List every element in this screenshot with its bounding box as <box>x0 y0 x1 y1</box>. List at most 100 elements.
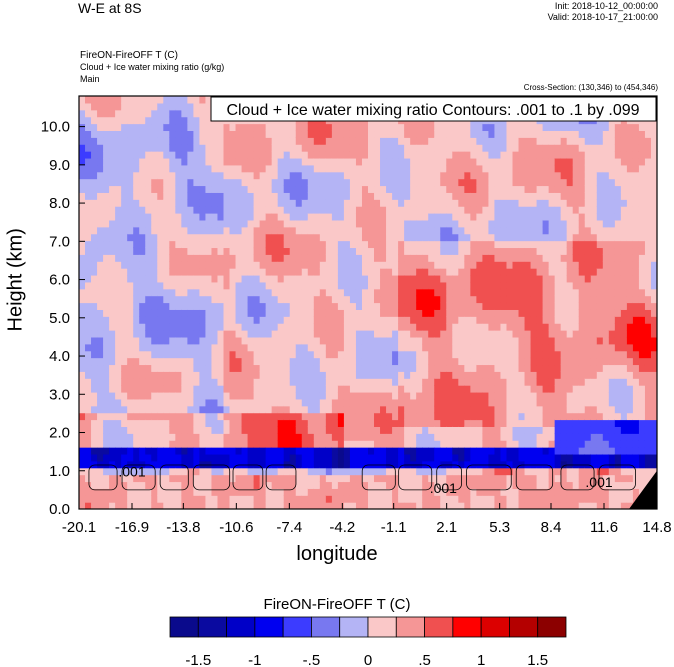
field-cell <box>488 460 496 469</box>
field-cell <box>440 440 447 448</box>
field-cell <box>199 357 207 366</box>
field-cell <box>331 144 339 152</box>
field-cell <box>313 330 321 338</box>
field-cell <box>482 330 490 338</box>
field-cell <box>133 433 140 441</box>
field-cell <box>355 405 363 414</box>
field-cell <box>392 302 399 310</box>
field-cell <box>566 405 574 414</box>
field-cell <box>199 226 207 235</box>
field-cell <box>331 213 339 221</box>
field-cell <box>524 453 532 462</box>
field-cell <box>205 481 213 489</box>
field-cell <box>109 343 116 352</box>
field-cell <box>235 281 243 290</box>
field-cell <box>235 171 243 180</box>
field-cell <box>271 495 279 503</box>
field-cell <box>343 502 351 509</box>
field-cell <box>265 364 273 372</box>
field-cell <box>259 254 267 262</box>
field-cell <box>145 336 152 345</box>
field-cell <box>187 357 194 366</box>
field-cell <box>349 364 357 372</box>
field-cell <box>247 412 255 421</box>
field-cell <box>476 199 483 207</box>
field-cell <box>343 405 351 414</box>
field-cell <box>452 274 459 283</box>
field-cell <box>259 171 267 180</box>
field-cell <box>542 240 550 249</box>
field-cell <box>187 474 194 483</box>
field-cell <box>380 474 387 483</box>
field-cell <box>458 171 465 180</box>
field-cell <box>434 405 441 414</box>
field-cell <box>464 164 471 173</box>
field-cell <box>488 178 496 187</box>
field-cell <box>319 233 327 242</box>
field-cell <box>145 268 152 276</box>
field-cell <box>283 268 291 276</box>
field-cell <box>530 226 538 235</box>
field-cell <box>163 330 170 338</box>
field-cell <box>560 164 568 173</box>
field-cell <box>199 426 207 434</box>
field-cell <box>494 274 502 283</box>
field-cell <box>103 364 110 372</box>
field-cell <box>392 164 399 173</box>
field-cell <box>343 316 351 324</box>
field-cell <box>175 192 182 200</box>
field-cell <box>548 343 556 352</box>
field-cell <box>355 123 363 132</box>
field-cell <box>115 385 122 393</box>
field-cell <box>229 288 237 297</box>
field-cell <box>416 453 423 462</box>
field-cell <box>554 323 562 331</box>
field-cell <box>217 213 225 221</box>
field-cell <box>428 364 435 372</box>
field-cell <box>404 151 411 159</box>
field-cell <box>368 144 375 152</box>
field-cell <box>157 495 164 503</box>
field-cell <box>175 116 182 125</box>
field-cell <box>572 481 580 489</box>
field-cell <box>506 302 514 310</box>
field-cell <box>476 254 483 262</box>
field-cell <box>265 247 273 255</box>
field-cell <box>253 261 261 269</box>
field-cell <box>458 364 465 372</box>
field-cell <box>416 199 423 207</box>
field-cell <box>446 481 453 489</box>
field-cell <box>386 419 393 427</box>
field-cell <box>554 185 562 193</box>
field-cell <box>97 460 104 469</box>
field-cell <box>103 391 110 400</box>
field-cell <box>127 130 134 138</box>
field-cell <box>488 226 496 235</box>
field-cell <box>506 192 514 200</box>
field-cell <box>404 247 411 255</box>
field-cell <box>271 247 279 255</box>
field-cell <box>404 274 411 283</box>
field-cell <box>133 474 140 483</box>
field-cell <box>464 481 471 489</box>
field-cell <box>169 192 176 200</box>
field-cell <box>193 447 201 455</box>
field-cell <box>271 474 279 483</box>
field-cell <box>277 495 285 503</box>
field-cell <box>542 474 550 483</box>
field-cell <box>229 502 237 509</box>
field-cell <box>452 178 459 187</box>
field-cell <box>434 433 441 441</box>
field-cell <box>506 185 514 193</box>
field-cell <box>91 261 98 269</box>
field-cell <box>386 398 393 407</box>
field-cell <box>79 391 86 400</box>
field-cell <box>506 440 514 448</box>
field-cell <box>554 385 562 393</box>
field-cell <box>476 474 483 483</box>
field-cell <box>554 130 562 138</box>
field-cell <box>103 213 110 221</box>
field-cell <box>271 309 279 317</box>
field-cell <box>560 343 568 352</box>
field-cell <box>79 323 86 331</box>
